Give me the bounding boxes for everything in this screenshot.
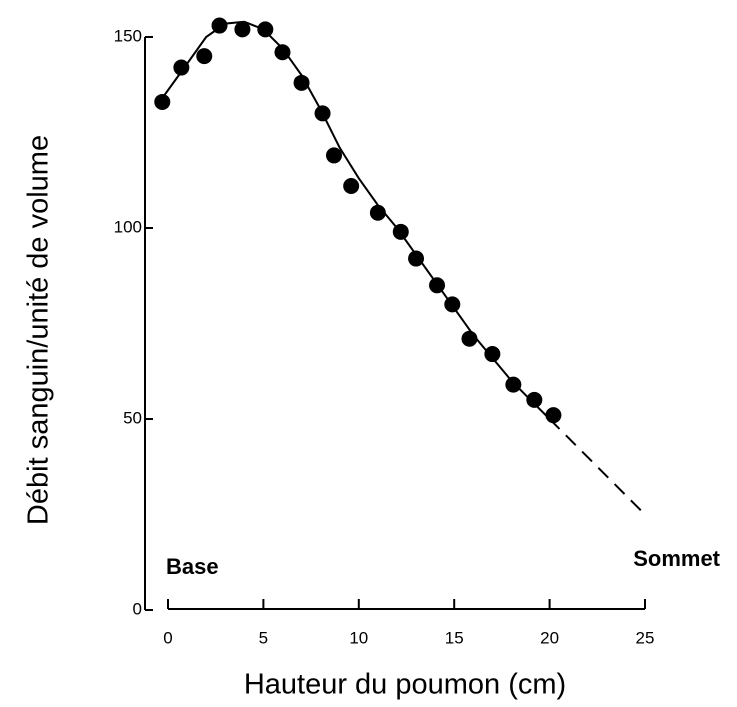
data-point: [429, 277, 446, 294]
data-point: [545, 407, 562, 424]
annotation: Sommet: [633, 546, 720, 571]
y-tick-label: 50: [123, 408, 142, 427]
data-point: [526, 391, 543, 408]
data-point: [196, 48, 213, 65]
data-point: [154, 93, 171, 110]
data-point: [484, 346, 501, 363]
data-point: [234, 21, 251, 38]
data-point: [211, 17, 228, 34]
data-point: [444, 296, 461, 313]
fit-line: [548, 418, 646, 516]
data-point: [408, 250, 425, 267]
data-point: [343, 177, 360, 194]
data-point: [274, 44, 291, 61]
x-tick-label: 20: [540, 628, 559, 647]
y-tick-label: 100: [114, 217, 142, 236]
x-tick-label: 25: [636, 628, 655, 647]
data-point: [314, 105, 331, 122]
y-tick-label: 150: [114, 26, 142, 45]
data-point: [392, 223, 409, 240]
x-tick-label: 10: [349, 628, 368, 647]
data-point: [461, 330, 478, 347]
y-tick-label: 0: [133, 599, 142, 618]
x-axis-label: Hauteur du poumon (cm): [244, 669, 566, 701]
data-point: [293, 74, 310, 91]
x-tick-label: 15: [445, 628, 464, 647]
data-point: [325, 147, 342, 164]
annotation: Base: [166, 554, 219, 579]
data-point: [173, 59, 190, 76]
data-point: [369, 204, 386, 221]
x-tick-label: 5: [259, 628, 268, 647]
data-point: [505, 376, 522, 393]
y-axis-label: Débit sanguin/unité de volume: [23, 135, 55, 525]
data-point: [257, 21, 274, 38]
x-tick-label: 0: [163, 628, 172, 647]
